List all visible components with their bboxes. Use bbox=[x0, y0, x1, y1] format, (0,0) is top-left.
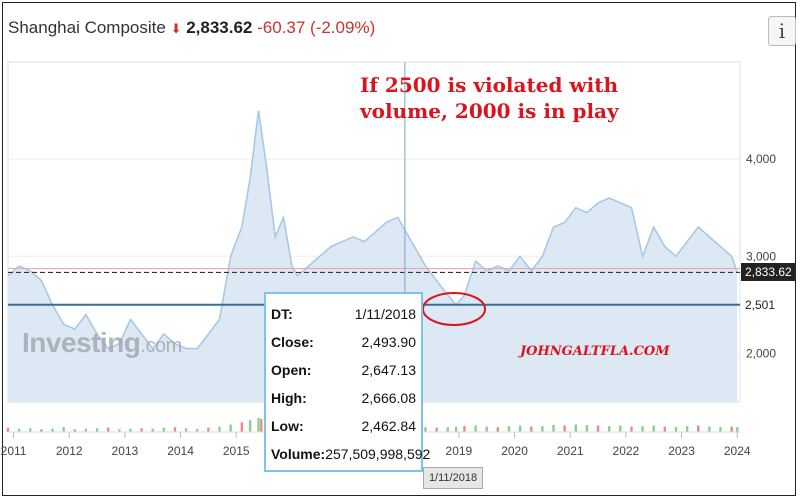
volume-bar bbox=[184, 428, 188, 432]
y-tick-label: 2,000 bbox=[746, 346, 776, 360]
volume-bar bbox=[708, 426, 711, 432]
volume-bar bbox=[151, 428, 154, 432]
x-tick-label: 2023 bbox=[668, 444, 695, 458]
x-tick-label: 2011 bbox=[1, 444, 27, 458]
price-change: -60.37 (-2.09%) bbox=[257, 18, 376, 37]
x-tick-label: 2015 bbox=[223, 444, 250, 458]
volume-bar bbox=[541, 426, 544, 432]
investing-logo: Investing.com bbox=[22, 327, 182, 358]
volume-bar bbox=[663, 426, 667, 432]
volume-bar bbox=[719, 427, 722, 432]
volume-bar bbox=[585, 425, 589, 432]
x-tick-label: 2021 bbox=[557, 444, 584, 458]
volume-bar bbox=[736, 427, 739, 432]
volume-bar bbox=[446, 427, 449, 432]
volume-bar bbox=[454, 426, 458, 432]
tooltip-row-volume: Volume: 257,509,998,592 bbox=[271, 446, 431, 462]
volume-bar bbox=[84, 428, 88, 432]
volume-bar bbox=[95, 428, 99, 432]
current-price-label: 2,833.62 bbox=[741, 263, 796, 282]
tooltip-row-high: High: 2,666.08 bbox=[271, 390, 416, 406]
volume-bar bbox=[218, 426, 221, 432]
tooltip-row-low: Low: 2,462.84 bbox=[271, 418, 416, 434]
volume-bar bbox=[40, 429, 43, 432]
tooltip-row-close: Close: 2,493.90 bbox=[271, 334, 416, 350]
volume-bar bbox=[162, 427, 166, 432]
info-icon[interactable]: i bbox=[768, 16, 796, 46]
annotation-line-1: If 2500 is violated with bbox=[360, 73, 618, 97]
price-area-fill bbox=[8, 110, 738, 402]
volume-bar bbox=[17, 428, 21, 432]
volume-bar bbox=[474, 425, 477, 432]
volume-bar bbox=[463, 426, 466, 432]
volume-bar bbox=[530, 426, 533, 432]
watermark: JOHNGALTFLA.COM bbox=[520, 344, 670, 359]
down-arrow-icon: ⬇ bbox=[170, 21, 182, 36]
volume-bar bbox=[260, 419, 263, 432]
highlight-ellipse bbox=[422, 292, 486, 326]
current-price: 2,833.62 bbox=[186, 18, 253, 37]
volume-bar bbox=[574, 424, 577, 432]
x-tick-label: 2022 bbox=[613, 444, 640, 458]
volume-bar bbox=[196, 428, 199, 432]
volume-bar bbox=[51, 428, 54, 432]
volume-bar bbox=[257, 418, 260, 432]
tooltip-row-date: DT: 1/11/2018 bbox=[271, 306, 416, 322]
volume-bar bbox=[697, 425, 700, 432]
volume-bar bbox=[485, 426, 488, 432]
volume-bar bbox=[674, 427, 678, 432]
volume-bar bbox=[229, 424, 232, 432]
volume-bar bbox=[424, 427, 427, 432]
volume-bar bbox=[73, 429, 76, 432]
y-tick-label: 4,000 bbox=[746, 152, 776, 166]
volume-bar bbox=[507, 426, 511, 432]
x-tick-label: 2020 bbox=[501, 444, 528, 458]
volume-bar bbox=[641, 426, 644, 432]
x-tick-label: 2012 bbox=[56, 444, 83, 458]
volume-bar bbox=[29, 428, 32, 432]
volume-bar bbox=[435, 427, 438, 432]
data-tooltip: DT: 1/11/2018 Close: 2,493.90 Open: 2,647.1… bbox=[264, 292, 431, 472]
volume-bar bbox=[62, 427, 65, 432]
volume-bar bbox=[106, 427, 110, 432]
volume-bar bbox=[207, 427, 210, 432]
volume-bar bbox=[173, 427, 177, 432]
x-tick-label: 2024 bbox=[724, 444, 751, 458]
x-tick-label: 2014 bbox=[167, 444, 194, 458]
x-tick-label: 2019 bbox=[446, 444, 473, 458]
volume-bar bbox=[552, 425, 555, 432]
volume-bar bbox=[563, 425, 566, 432]
volume-bar bbox=[140, 428, 143, 432]
volume-bar bbox=[248, 420, 252, 432]
instrument-name: Shanghai Composite bbox=[8, 18, 166, 37]
volume-bar bbox=[619, 425, 622, 432]
annotation-text: If 2500 is violated with volume, 2000 is… bbox=[360, 72, 619, 124]
x-tick-label: 2013 bbox=[112, 444, 139, 458]
volume-bar bbox=[630, 426, 633, 432]
volume-bar bbox=[652, 425, 655, 432]
volume-bar bbox=[496, 427, 500, 432]
volume-bar bbox=[6, 427, 10, 432]
volume-bar bbox=[118, 429, 121, 432]
support-price-label: 2,501 bbox=[741, 295, 780, 314]
volume-bar bbox=[607, 426, 611, 432]
volume-bar bbox=[129, 428, 132, 432]
chart-header: Shanghai Composite ⬇ 2,833.62 -60.37 (-2… bbox=[8, 18, 375, 38]
annotation-line-2: volume, 2000 is in play bbox=[360, 99, 619, 123]
volume-bar bbox=[685, 426, 689, 432]
y-tick-label: 3,000 bbox=[746, 249, 776, 263]
tooltip-row-open: Open: 2,647.13 bbox=[271, 362, 416, 378]
crosshair-date-label: 1/11/2018 bbox=[423, 467, 483, 489]
volume-bar bbox=[596, 425, 600, 432]
volume-bar bbox=[730, 426, 733, 432]
price-series-line bbox=[7, 110, 738, 350]
volume-bar bbox=[518, 425, 522, 432]
volume-bar bbox=[240, 422, 243, 432]
